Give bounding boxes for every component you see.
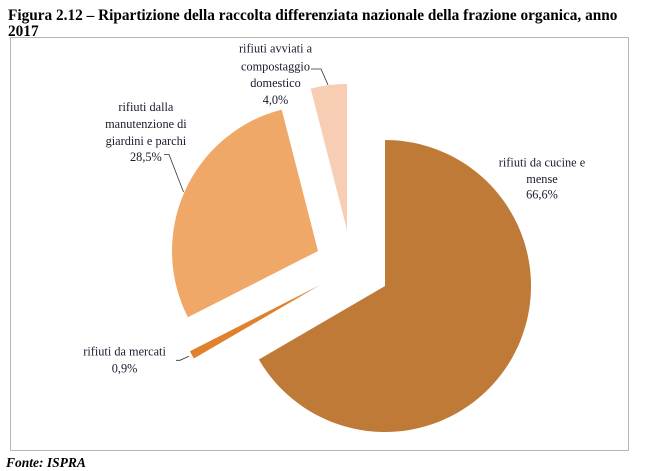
svg-text:giardini e parchi: giardini e parchi <box>106 134 187 148</box>
svg-text:manutenzione di: manutenzione di <box>105 117 187 131</box>
svg-text:domestico: domestico <box>250 76 301 90</box>
svg-text:rifiuti dalla: rifiuti dalla <box>118 100 174 114</box>
svg-text:mense: mense <box>526 172 558 186</box>
svg-text:66,6%: 66,6% <box>526 188 558 202</box>
svg-text:rifiuti da cucine e: rifiuti da cucine e <box>499 156 586 170</box>
svg-text:0,9%: 0,9% <box>112 361 138 375</box>
svg-text:rifiuti avviati a: rifiuti avviati a <box>239 42 313 56</box>
svg-text:compostaggio: compostaggio <box>241 59 310 73</box>
svg-text:4,0%: 4,0% <box>263 93 289 107</box>
svg-text:rifiuti da mercati: rifiuti da mercati <box>83 345 166 359</box>
svg-text:28,5%: 28,5% <box>130 150 162 164</box>
